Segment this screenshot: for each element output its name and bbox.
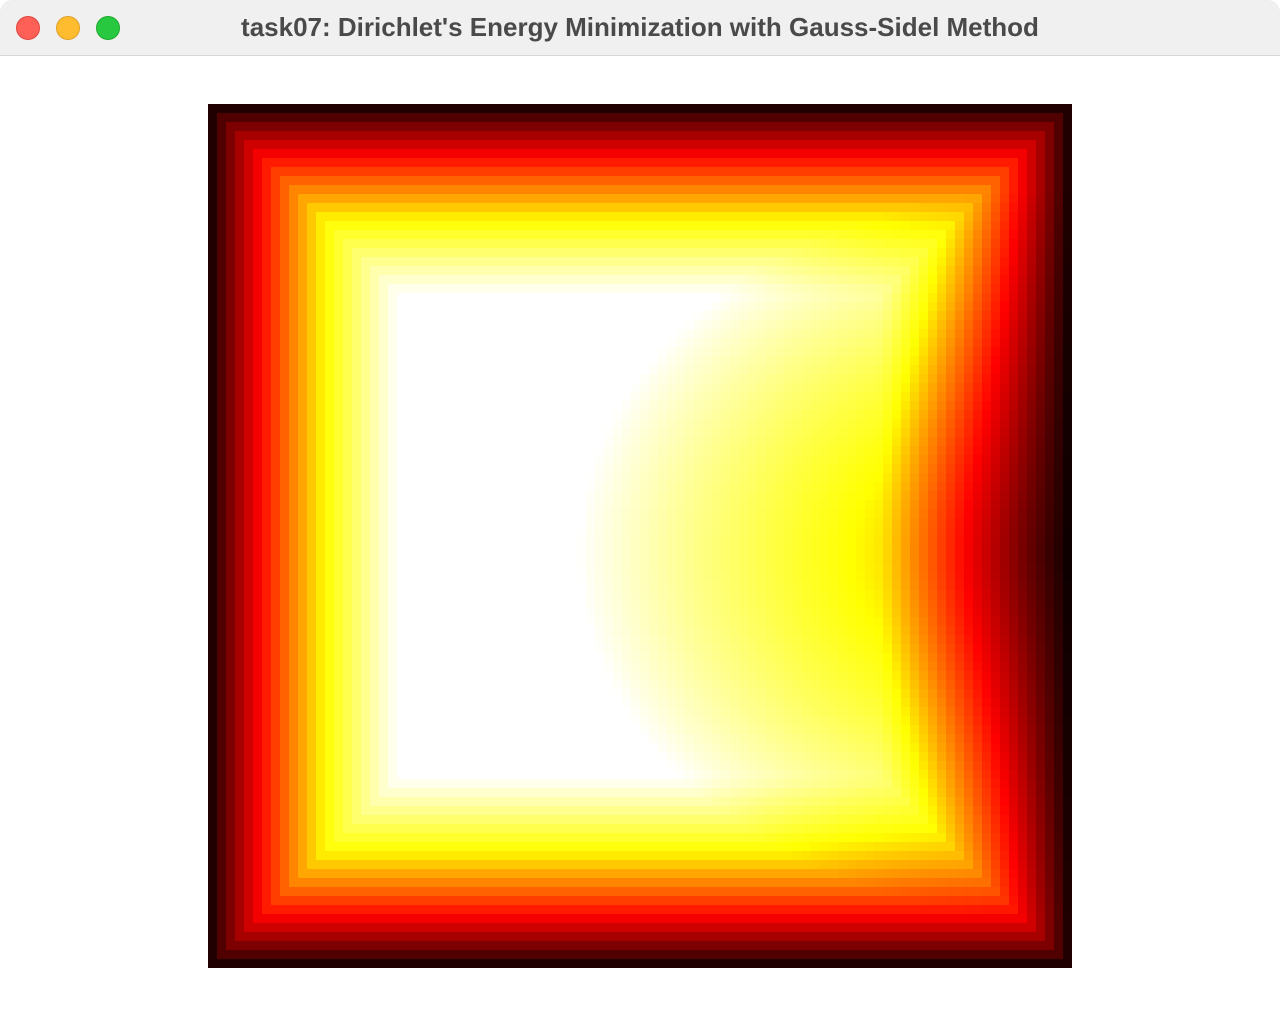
close-icon[interactable]	[16, 16, 40, 40]
heatmap-canvas	[208, 104, 1072, 968]
title-bar[interactable]: task07: Dirichlet's Energy Minimization …	[0, 0, 1280, 56]
content-area	[0, 56, 1280, 1016]
heatmap-view	[208, 104, 1072, 968]
window-title: task07: Dirichlet's Energy Minimization …	[241, 12, 1039, 42]
minimize-icon[interactable]	[56, 16, 80, 40]
maximize-icon[interactable]	[96, 16, 120, 40]
